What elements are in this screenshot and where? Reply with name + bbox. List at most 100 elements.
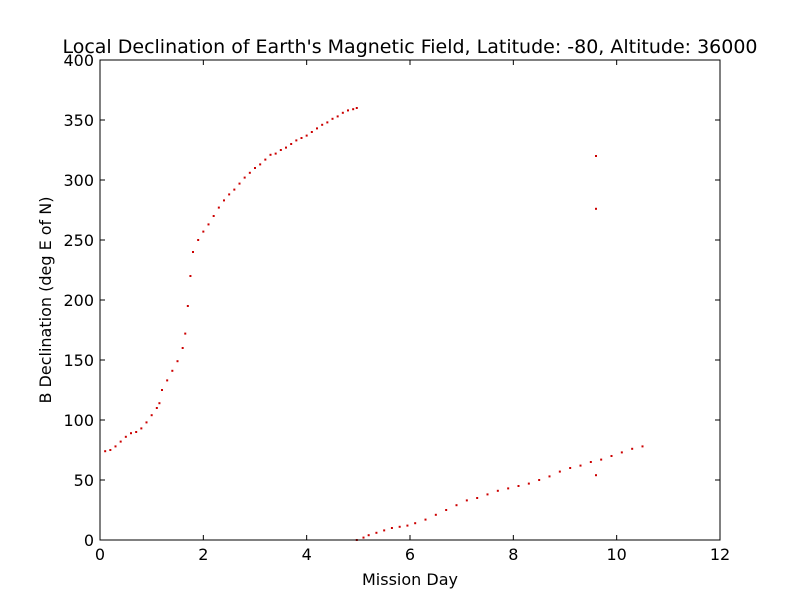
y-axis-label: B Declination (deg E of N) bbox=[36, 197, 55, 404]
data-point bbox=[341, 111, 344, 114]
axis-ticks: 0 2 4 6 8 10 12 0 50 100 150 200 250 300 350 400 bbox=[63, 51, 730, 564]
x-tick-label: 0 bbox=[95, 545, 105, 564]
data-point bbox=[186, 305, 189, 307]
data-point bbox=[527, 482, 530, 485]
data-point bbox=[398, 525, 401, 528]
data-point bbox=[383, 529, 386, 532]
data-point bbox=[248, 171, 251, 174]
data-point bbox=[145, 421, 148, 424]
data-point bbox=[228, 193, 231, 196]
data-point bbox=[189, 275, 192, 277]
plot-area bbox=[104, 107, 644, 541]
data-point bbox=[197, 239, 200, 241]
data-point bbox=[569, 467, 572, 469]
data-point bbox=[114, 445, 117, 448]
chart-title: Local Declination of Earth's Magnetic Fi… bbox=[62, 36, 757, 58]
data-point bbox=[264, 158, 267, 161]
y-tick-label: 400 bbox=[63, 51, 94, 70]
x-tick-label: 12 bbox=[710, 545, 730, 564]
data-point bbox=[259, 163, 262, 166]
data-point bbox=[465, 499, 468, 502]
data-point bbox=[269, 153, 272, 156]
x-tick-label: 4 bbox=[302, 545, 312, 564]
data-point bbox=[347, 109, 349, 112]
y-tick-label: 100 bbox=[63, 411, 94, 430]
data-point bbox=[119, 440, 122, 443]
x-axis-label: Mission Day bbox=[362, 570, 458, 589]
data-point bbox=[331, 117, 334, 120]
data-point bbox=[176, 360, 179, 363]
data-point bbox=[496, 489, 499, 492]
data-point bbox=[192, 251, 194, 253]
data-point bbox=[641, 445, 644, 448]
data-point bbox=[140, 427, 143, 430]
y-tick-label: 300 bbox=[63, 171, 94, 190]
data-point bbox=[375, 531, 378, 534]
data-point bbox=[548, 475, 551, 478]
data-point bbox=[406, 524, 409, 527]
data-point bbox=[414, 522, 417, 525]
data-point bbox=[212, 215, 215, 217]
data-point bbox=[274, 152, 277, 155]
y-tick-label: 0 bbox=[84, 531, 94, 550]
data-point bbox=[434, 513, 437, 516]
data-point bbox=[290, 143, 293, 145]
data-point bbox=[445, 509, 448, 511]
y-tick-label: 350 bbox=[63, 111, 94, 130]
data-point bbox=[158, 402, 161, 405]
data-point bbox=[124, 435, 127, 438]
data-point bbox=[285, 146, 287, 149]
data-point bbox=[595, 474, 597, 477]
data-point bbox=[202, 230, 205, 233]
data-point bbox=[155, 407, 158, 409]
data-point bbox=[233, 188, 236, 191]
data-point bbox=[238, 182, 241, 185]
data-point bbox=[610, 455, 613, 457]
data-point bbox=[310, 131, 313, 133]
data-point bbox=[595, 207, 597, 210]
data-point bbox=[135, 431, 138, 433]
data-point bbox=[243, 176, 246, 179]
data-point bbox=[207, 223, 210, 226]
data-point bbox=[595, 155, 597, 157]
x-tick-label: 10 bbox=[606, 545, 626, 564]
data-point bbox=[184, 332, 187, 335]
data-point bbox=[326, 121, 329, 124]
data-point bbox=[300, 137, 303, 139]
y-tick-label: 250 bbox=[63, 231, 94, 250]
x-tick-label: 6 bbox=[405, 545, 415, 564]
data-point bbox=[223, 199, 225, 202]
data-point bbox=[424, 518, 427, 521]
data-point bbox=[600, 458, 603, 461]
data-point bbox=[486, 493, 489, 496]
data-point bbox=[217, 206, 220, 209]
data-point bbox=[476, 497, 479, 499]
data-point bbox=[321, 123, 324, 126]
data-point bbox=[390, 527, 393, 529]
data-point bbox=[150, 414, 153, 417]
data-point bbox=[631, 447, 634, 450]
data-point bbox=[558, 470, 561, 473]
x-tick-label: 8 bbox=[508, 545, 518, 564]
data-point bbox=[171, 369, 174, 372]
data-point bbox=[367, 534, 370, 537]
data-point bbox=[589, 461, 592, 463]
y-tick-label: 50 bbox=[74, 471, 94, 490]
data-point bbox=[538, 479, 541, 481]
data-point bbox=[316, 127, 318, 130]
data-point bbox=[161, 389, 163, 391]
data-point bbox=[355, 107, 358, 109]
data-point bbox=[295, 139, 298, 142]
data-point bbox=[130, 432, 132, 435]
data-point bbox=[352, 108, 355, 111]
data-point bbox=[254, 167, 256, 169]
data-point bbox=[279, 149, 282, 151]
data-point bbox=[109, 449, 112, 451]
data-point bbox=[455, 504, 458, 507]
y-tick-label: 200 bbox=[63, 291, 94, 310]
data-point bbox=[507, 487, 510, 490]
data-point bbox=[517, 485, 520, 487]
data-point bbox=[181, 347, 184, 349]
